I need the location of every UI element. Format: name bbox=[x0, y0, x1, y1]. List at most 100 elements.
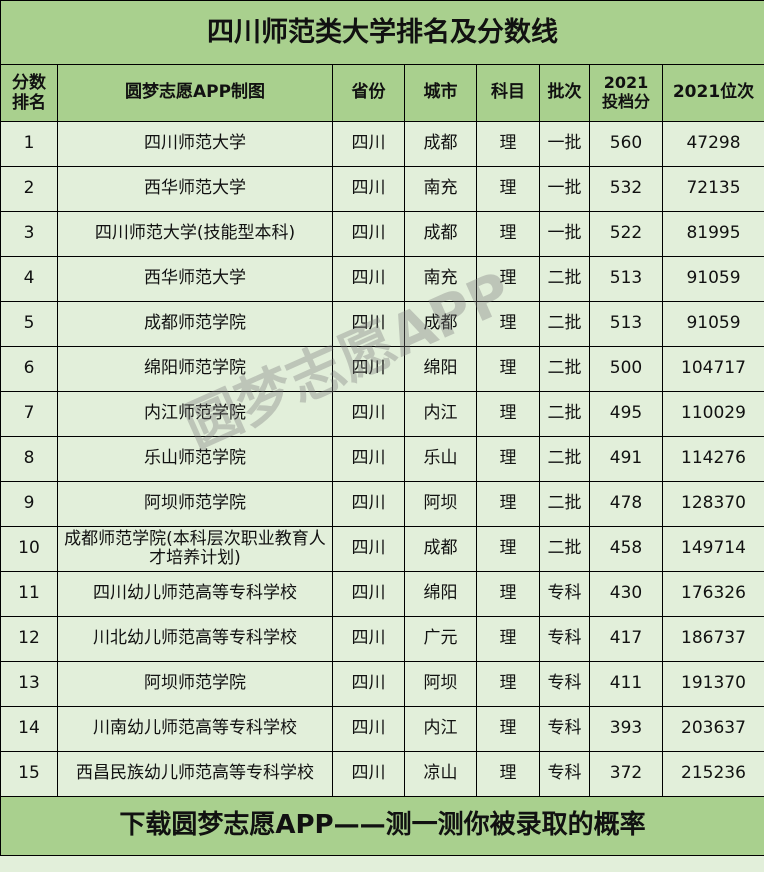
table-title: 四川师范类大学排名及分数线 bbox=[0, 0, 764, 65]
cell-batch: 一批 bbox=[539, 211, 590, 257]
cell-score: 495 bbox=[589, 391, 663, 437]
cell-province: 四川 bbox=[332, 571, 405, 617]
cell-batch: 专科 bbox=[539, 706, 590, 752]
cell-school: 川南幼儿师范高等专科学校 bbox=[57, 706, 333, 752]
cell-rank: 6 bbox=[0, 346, 58, 392]
cell-score: 500 bbox=[589, 346, 663, 392]
cell-score: 417 bbox=[589, 616, 663, 662]
table-row: 2 西华师范大学 四川 南充理一批 532 72135 bbox=[0, 166, 764, 212]
cell-province: 四川 bbox=[332, 391, 405, 437]
cell-position: 104717 bbox=[662, 346, 764, 392]
cell-province: 四川 bbox=[332, 166, 405, 212]
cell-batch: 一批 bbox=[539, 166, 590, 212]
cell-subject: 理 bbox=[476, 661, 540, 707]
cell-position: 149714 bbox=[662, 526, 764, 572]
cell-score: 372 bbox=[589, 751, 663, 797]
cell-province: 四川 bbox=[332, 616, 405, 662]
cell-city: 乐山 bbox=[404, 436, 477, 482]
cell-rank: 15 bbox=[0, 751, 58, 797]
table-row: 4 西华师范大学 四川 南充理二批 513 91059 bbox=[0, 256, 764, 302]
cell-subject: 理 bbox=[476, 346, 540, 392]
cell-rank: 10 bbox=[0, 526, 58, 572]
cell-city: 阿坝 bbox=[404, 481, 477, 527]
cell-batch: 二批 bbox=[539, 481, 590, 527]
cell-batch: 专科 bbox=[539, 661, 590, 707]
cell-position: 191370 bbox=[662, 661, 764, 707]
header-school: 圆梦志愿APP制图 bbox=[57, 64, 333, 122]
cell-school: 西华师范大学 bbox=[57, 166, 333, 212]
header-batch: 批次 bbox=[539, 64, 590, 122]
cell-position: 91059 bbox=[662, 256, 764, 302]
cell-school: 四川幼儿师范高等专科学校 bbox=[57, 571, 333, 617]
cell-province: 四川 bbox=[332, 301, 405, 347]
table-row: 8 乐山师范学院 四川 乐山理二批 491 114276 bbox=[0, 436, 764, 482]
cell-batch: 二批 bbox=[539, 436, 590, 482]
cell-batch: 二批 bbox=[539, 346, 590, 392]
cell-city: 内江 bbox=[404, 706, 477, 752]
table-row: 7 内江师范学院 四川 内江理二批 495 110029 bbox=[0, 391, 764, 437]
header-row: 分数排名 圆梦志愿APP制图 省份 城市 科目 批次 2021投档分 2021位次 bbox=[0, 64, 764, 122]
cell-subject: 理 bbox=[476, 436, 540, 482]
cell-subject: 理 bbox=[476, 571, 540, 617]
cell-school: 乐山师范学院 bbox=[57, 436, 333, 482]
cell-province: 四川 bbox=[332, 121, 405, 167]
cell-rank: 1 bbox=[0, 121, 58, 167]
cell-position: 176326 bbox=[662, 571, 764, 617]
cell-position: 81995 bbox=[662, 211, 764, 257]
cell-position: 114276 bbox=[662, 436, 764, 482]
table-row: 9 阿坝师范学院 四川 阿坝理二批 478 128370 bbox=[0, 481, 764, 527]
cell-city: 成都 bbox=[404, 121, 477, 167]
table-row: 3 四川师范大学(技能型本科) 四川 成都理一批 522 81995 bbox=[0, 211, 764, 257]
header-position: 2021位次 bbox=[662, 64, 764, 122]
cell-province: 四川 bbox=[332, 436, 405, 482]
cell-school: 成都师范学院 bbox=[57, 301, 333, 347]
cell-city: 阿坝 bbox=[404, 661, 477, 707]
cell-school: 阿坝师范学院 bbox=[57, 661, 333, 707]
table-row: 11 四川幼儿师范高等专科学校 四川 绵阳理专科 430 176326 bbox=[0, 571, 764, 617]
table-row: 15 西昌民族幼儿师范高等专科学校 四川 凉山理专科 372 215236 bbox=[0, 751, 764, 797]
table-row: 12 川北幼儿师范高等专科学校 四川 广元理专科 417 186737 bbox=[0, 616, 764, 662]
cell-batch: 专科 bbox=[539, 616, 590, 662]
cell-subject: 理 bbox=[476, 616, 540, 662]
cell-score: 393 bbox=[589, 706, 663, 752]
cell-province: 四川 bbox=[332, 751, 405, 797]
cell-city: 绵阳 bbox=[404, 571, 477, 617]
header-province: 省份 bbox=[332, 64, 405, 122]
cell-position: 186737 bbox=[662, 616, 764, 662]
cell-subject: 理 bbox=[476, 121, 540, 167]
cell-position: 110029 bbox=[662, 391, 764, 437]
cell-score: 513 bbox=[589, 256, 663, 302]
cell-city: 凉山 bbox=[404, 751, 477, 797]
cell-school: 阿坝师范学院 bbox=[57, 481, 333, 527]
cell-rank: 11 bbox=[0, 571, 58, 617]
cell-subject: 理 bbox=[476, 211, 540, 257]
cell-school: 成都师范学院(本科层次职业教育人才培养计划) bbox=[57, 526, 333, 572]
cell-school: 内江师范学院 bbox=[57, 391, 333, 437]
cell-rank: 14 bbox=[0, 706, 58, 752]
header-rank: 分数排名 bbox=[0, 64, 58, 122]
cell-school: 四川师范大学(技能型本科) bbox=[57, 211, 333, 257]
cell-position: 203637 bbox=[662, 706, 764, 752]
cell-batch: 专科 bbox=[539, 751, 590, 797]
header-rank-label: 分数排名 bbox=[12, 72, 46, 113]
cell-batch: 一批 bbox=[539, 121, 590, 167]
cell-rank: 7 bbox=[0, 391, 58, 437]
cell-city: 内江 bbox=[404, 391, 477, 437]
cell-score: 560 bbox=[589, 121, 663, 167]
cell-school: 西昌民族幼儿师范高等专科学校 bbox=[57, 751, 333, 797]
cell-province: 四川 bbox=[332, 211, 405, 257]
cell-school: 四川师范大学 bbox=[57, 121, 333, 167]
cell-city: 成都 bbox=[404, 211, 477, 257]
cell-province: 四川 bbox=[332, 661, 405, 707]
cell-rank: 5 bbox=[0, 301, 58, 347]
cell-position: 128370 bbox=[662, 481, 764, 527]
cell-batch: 二批 bbox=[539, 256, 590, 302]
cell-rank: 2 bbox=[0, 166, 58, 212]
cell-subject: 理 bbox=[476, 166, 540, 212]
cell-city: 南充 bbox=[404, 256, 477, 302]
cell-subject: 理 bbox=[476, 526, 540, 572]
cell-city: 南充 bbox=[404, 166, 477, 212]
cell-rank: 4 bbox=[0, 256, 58, 302]
table-row: 5 成都师范学院 四川 成都理二批 513 91059 bbox=[0, 301, 764, 347]
